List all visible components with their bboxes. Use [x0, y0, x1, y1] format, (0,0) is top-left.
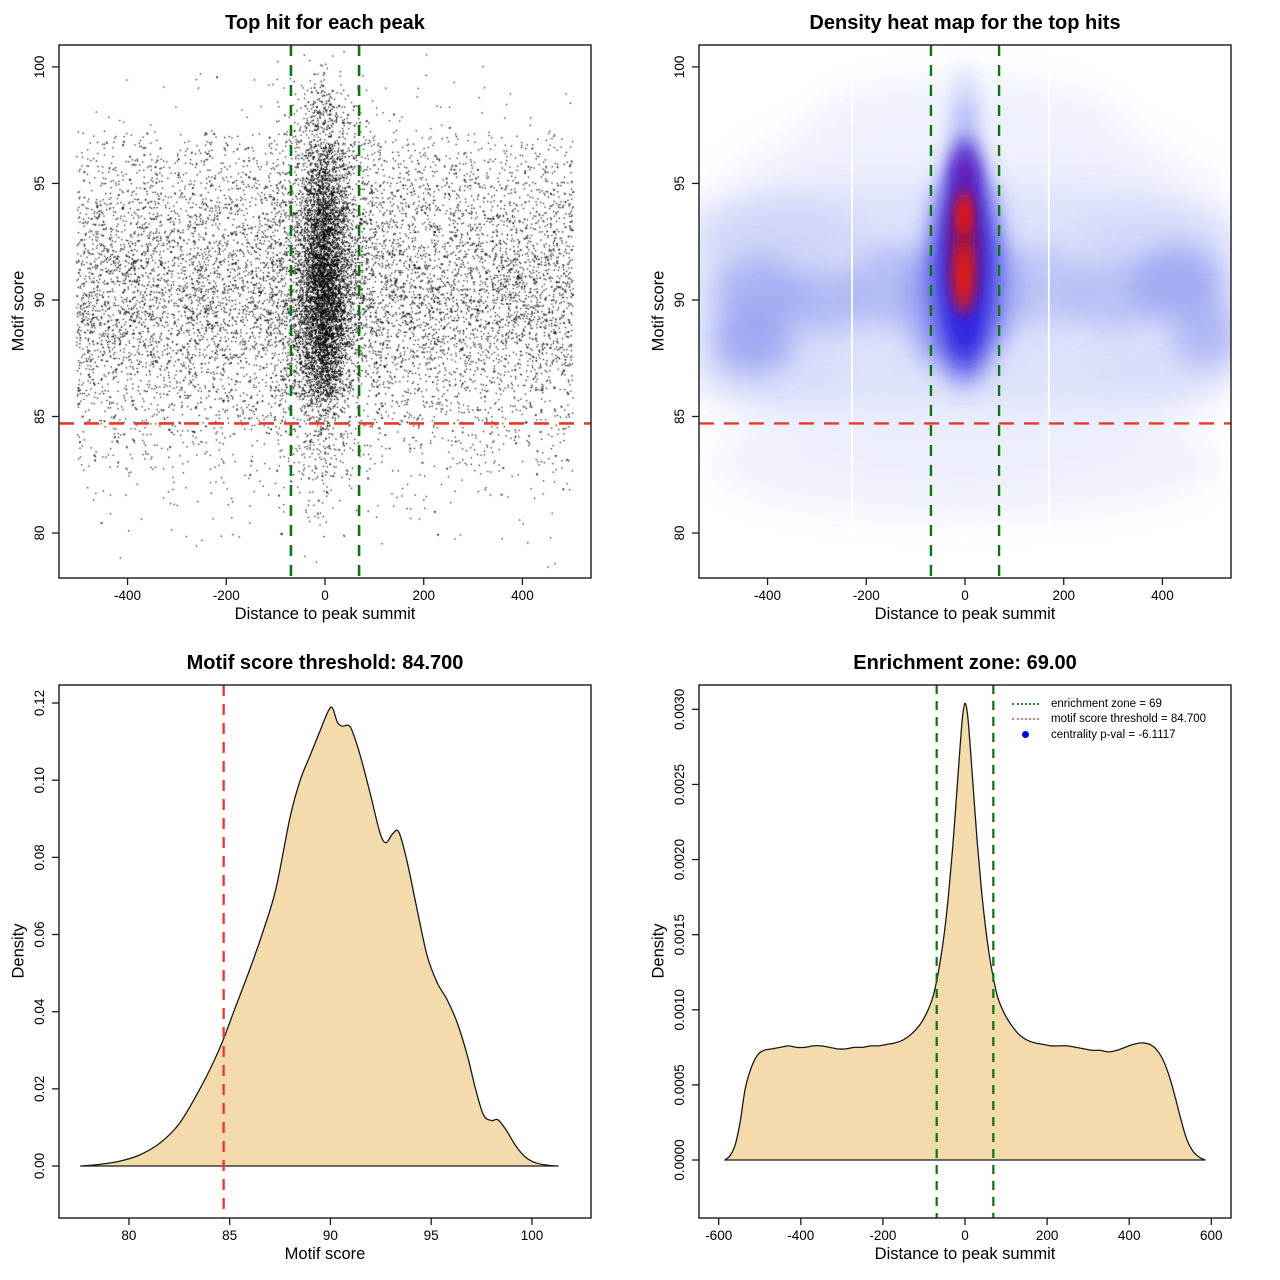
legend-item-centrality-pval: centrality p-val = -6.1117 — [1012, 727, 1206, 743]
y-tick-label: 80 — [32, 526, 47, 541]
x-tick-label: 80 — [121, 1228, 136, 1243]
y-tick-label: 80 — [672, 526, 687, 541]
x-tick-label: -200 — [853, 588, 880, 603]
x-tick-label: 400 — [1118, 1228, 1141, 1243]
plot-legend: enrichment zone = 69 motif score thresho… — [1012, 696, 1206, 743]
x-tick-label: -400 — [754, 588, 781, 603]
x-axis-label: Distance to peak summit — [234, 605, 416, 623]
density-kernel — [777, 269, 867, 335]
y-tick-label: 100 — [672, 56, 687, 79]
x-tick-label: -200 — [869, 1228, 896, 1243]
panel-title: Top hit for each peak — [225, 12, 425, 34]
heatmap-plot-svg: -400 -200 0 200 400 80 85 90 95 100 — [672, 44, 1232, 603]
legend-label: centrality p-val = -6.1117 — [1051, 728, 1176, 741]
y-tick-label: 0.0025 — [672, 764, 687, 805]
x-tick-label: -400 — [787, 1228, 814, 1243]
distance-density-plot-svg: -600 -400 -200 0 200 400 600 0.0000 0.0005 0.0010… — [672, 684, 1232, 1243]
dot-icon — [1022, 731, 1029, 739]
y-tick-label: 0.08 — [32, 844, 47, 870]
scatter-plot-svg: -400 -200 0 200 400 80 85 90 95 100 — [32, 44, 592, 603]
panel-top-hit-scatter: -400 -200 0 200 400 80 85 90 95 100 Top hit for e… — [0, 0, 640, 640]
scatter-points-canvas — [59, 45, 591, 578]
x-tick-label: 600 — [1200, 1228, 1223, 1243]
score-density-plot-svg: 80 85 90 95 100 0.00 0.02 0.04 0.06 0.08 0.10 0.12 — [32, 684, 592, 1243]
x-tick-label: 95 — [424, 1228, 439, 1243]
x-tick-label: 200 — [1052, 588, 1075, 603]
density-curve — [79, 706, 559, 1167]
heatmap-layer — [699, 45, 1231, 578]
density-kernel — [699, 197, 862, 272]
y-tick-label: 0.12 — [32, 690, 47, 716]
panel-title: Enrichment zone: 69.00 — [853, 652, 1077, 674]
panel-density-heatmap: -400 -200 0 200 400 80 85 90 95 100 Density heat … — [640, 0, 1280, 640]
y-axis-label: Density — [9, 923, 28, 979]
dotted-line-icon — [1012, 702, 1039, 705]
y-tick-label: 90 — [32, 292, 47, 307]
y-tick-label: 0.04 — [32, 998, 47, 1025]
legend-label: enrichment zone = 69 — [1051, 697, 1162, 710]
y-tick-label: 0.00 — [32, 1153, 47, 1179]
y-tick-label: 85 — [672, 409, 687, 424]
dotted-line-icon — [1012, 718, 1039, 721]
x-tick-label: 0 — [321, 588, 329, 603]
y-tick-label: 0.0020 — [672, 839, 687, 880]
x-tick-label: 0 — [961, 1228, 969, 1243]
panel-enrichment-zone-density: -600 -400 -200 0 200 400 600 0.0000 0.0005 0.0010… — [640, 640, 1280, 1280]
y-axis-label: Motif score — [9, 270, 28, 352]
plot-box — [58, 684, 592, 1219]
y-tick-label: 0.02 — [32, 1076, 47, 1102]
x-tick-label: 100 — [521, 1228, 544, 1243]
x-tick-label: 90 — [323, 1228, 338, 1243]
x-tick-label: -400 — [114, 588, 141, 603]
y-tick-label: 0.0005 — [672, 1064, 687, 1105]
density-kernel — [1172, 302, 1231, 368]
x-tick-label: -200 — [213, 588, 240, 603]
density-kernel — [708, 407, 1222, 520]
density-kernel — [955, 244, 972, 314]
x-axis-label: Motif score — [284, 1245, 366, 1263]
panel-title: Density heat map for the top hits — [809, 12, 1121, 34]
plot-box — [58, 44, 592, 579]
legend-swatch-1 — [1012, 718, 1039, 721]
x-tick-label: 0 — [961, 588, 969, 603]
y-tick-label: 0.0010 — [672, 989, 687, 1030]
density-kernel — [953, 92, 977, 140]
y-axis-label: Density — [649, 923, 668, 979]
panel-title: Motif score threshold: 84.700 — [186, 652, 464, 674]
y-tick-label: 0.0000 — [672, 1139, 687, 1180]
legend-swatch-2 — [1012, 731, 1039, 739]
y-tick-label: 95 — [672, 176, 687, 191]
y-tick-label: 0.06 — [32, 921, 47, 947]
y-tick-label: 85 — [32, 409, 47, 424]
legend-item-motif-threshold: motif score threshold = 84.700 — [1012, 712, 1206, 728]
density-kernel — [956, 64, 974, 102]
x-tick-label: 200 — [412, 588, 435, 603]
y-tick-label: 0.0030 — [672, 689, 687, 730]
x-axis-label: Distance to peak summit — [874, 1245, 1056, 1263]
density-kernel — [999, 246, 1089, 326]
panel-motif-score-density: 80 85 90 95 100 0.00 0.02 0.04 0.06 0.08 0.10 0.12 … — [0, 640, 640, 1280]
y-axis-label: Motif score — [649, 270, 668, 352]
y-tick-label: 95 — [32, 176, 47, 191]
density-kernel — [1063, 260, 1163, 331]
x-tick-label: 85 — [222, 1228, 237, 1243]
y-tick-label: 0.10 — [32, 767, 47, 793]
x-axis-label: Distance to peak summit — [874, 605, 1056, 623]
x-tick-label: 400 — [1151, 588, 1174, 603]
density-kernel — [953, 153, 977, 200]
density-curve — [724, 702, 1206, 1161]
y-tick-label: 90 — [672, 292, 687, 307]
density-kernel — [957, 192, 971, 235]
legend-item-enrichment-zone: enrichment zone = 69 — [1012, 696, 1206, 712]
x-tick-label: -600 — [705, 1228, 732, 1243]
legend-label: motif score threshold = 84.700 — [1051, 713, 1207, 726]
y-tick-label: 100 — [32, 56, 47, 79]
x-tick-label: 400 — [511, 588, 534, 603]
legend-swatch-0 — [1012, 702, 1039, 705]
y-tick-label: 0.0015 — [672, 914, 687, 955]
x-tick-label: 200 — [1036, 1228, 1059, 1243]
